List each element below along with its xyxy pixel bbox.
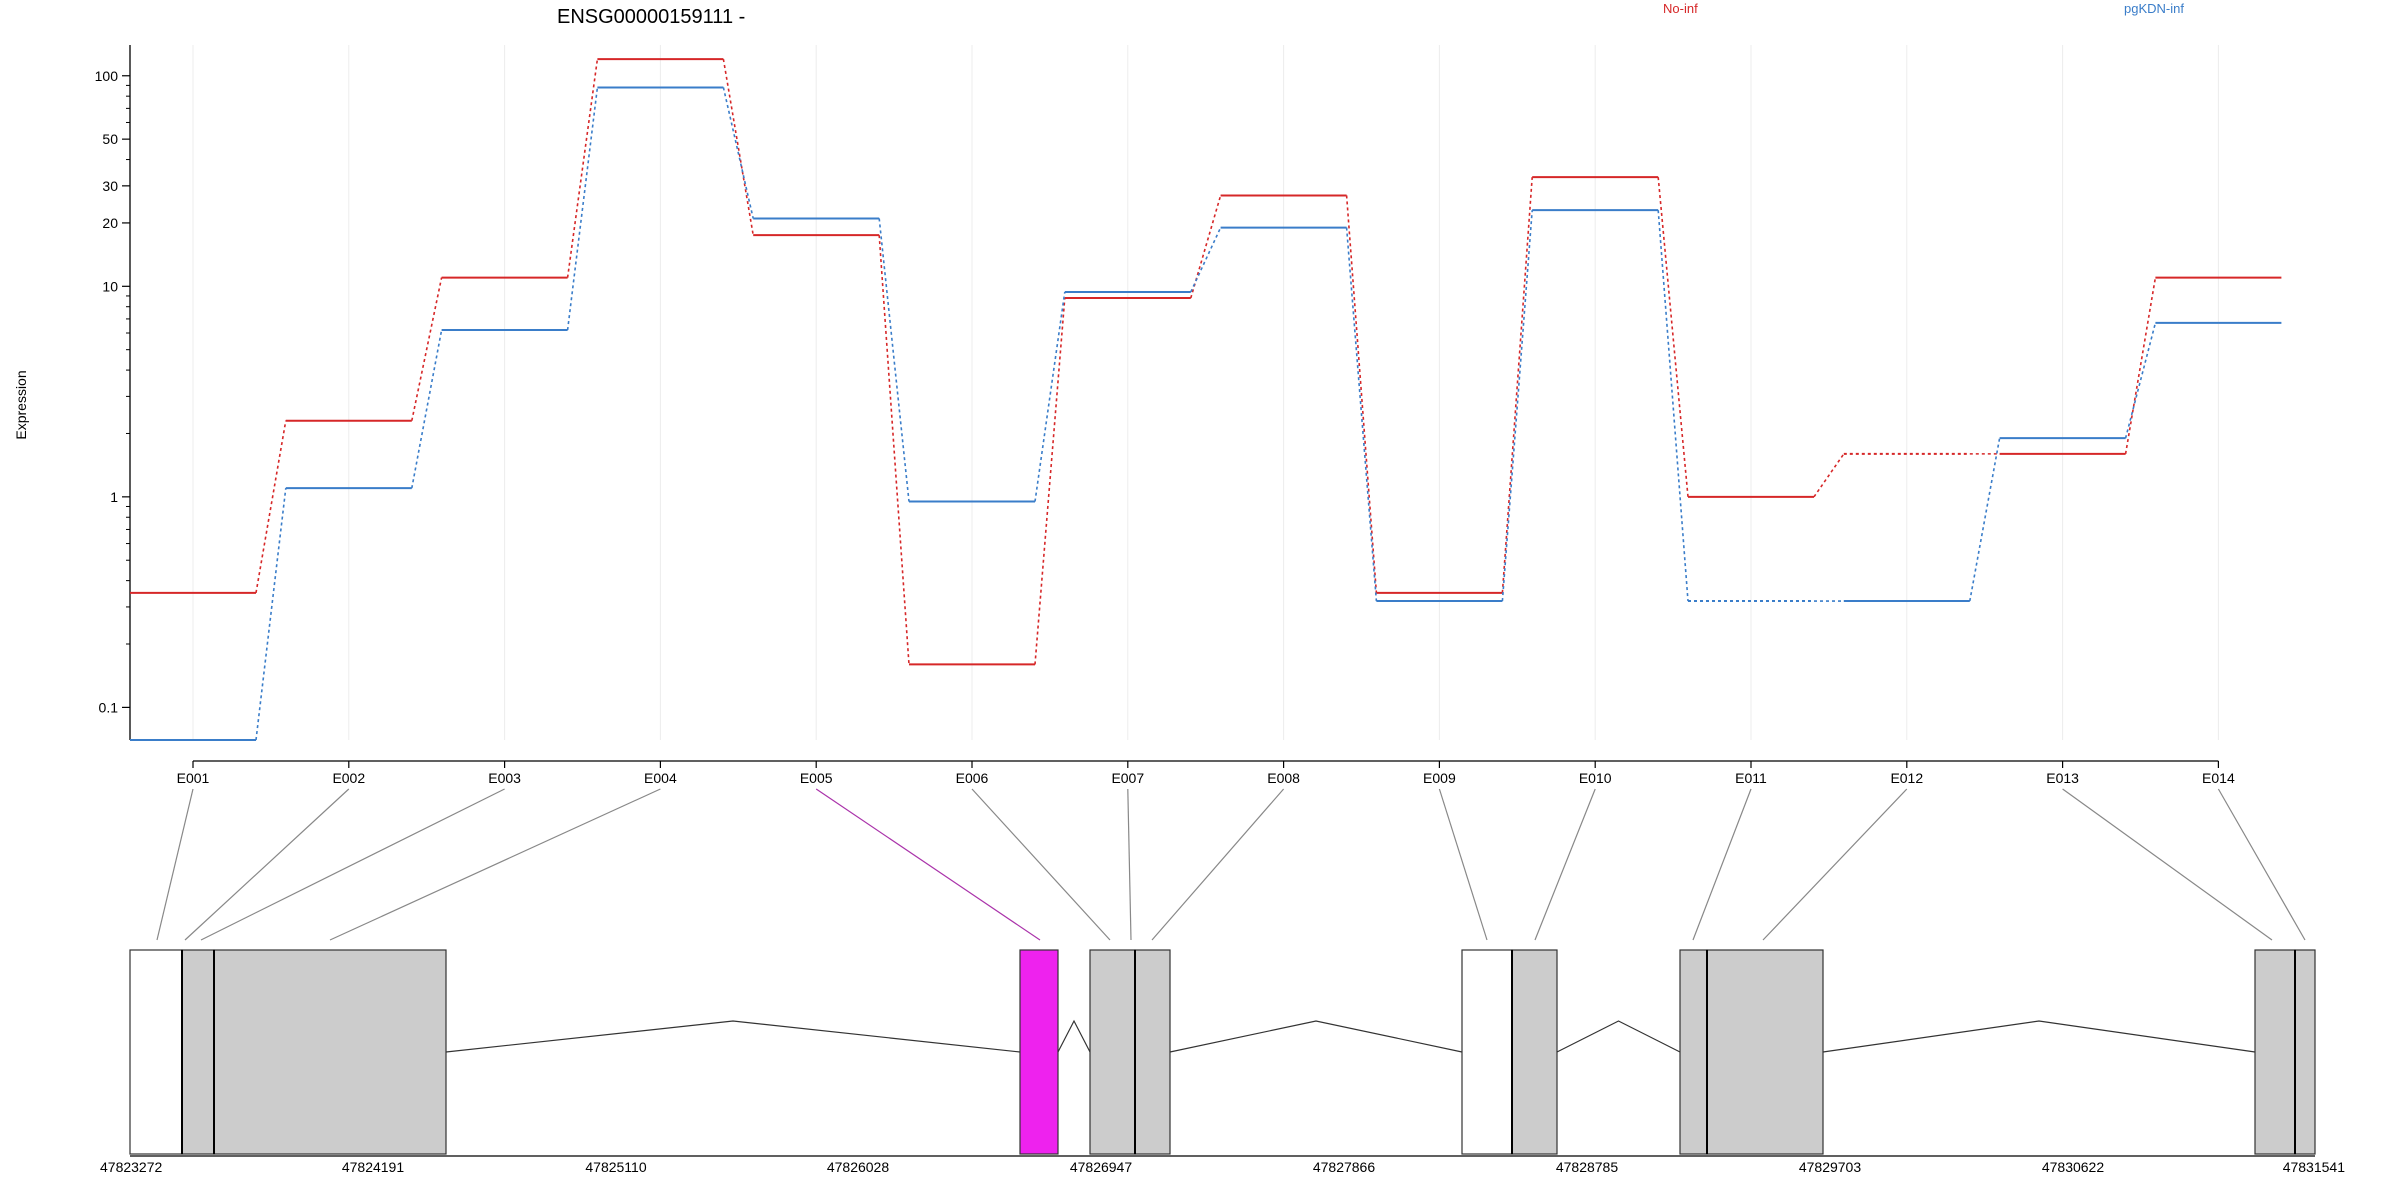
exon-connector-e003: [200, 788, 505, 941]
series-pgkdn-inf-connector-2: [566, 87, 599, 331]
y-tick-label: 30: [102, 178, 118, 194]
genome-coordinate-label: 47826028: [827, 1159, 890, 1175]
intron-line-2: [1169, 1020, 1463, 1053]
x-tick-label-e011: E011: [1735, 770, 1767, 786]
y-tick-label: 1: [110, 489, 118, 505]
grid-lines: [192, 45, 2219, 740]
chart-title: ENSG00000159111 -: [557, 6, 745, 28]
series-pgkdn-inf-connector-3: [722, 87, 754, 219]
series-no-inf-connector-4: [878, 235, 910, 665]
intron-line-4: [1822, 1020, 2256, 1053]
exon-connector-e008: [1151, 788, 1285, 941]
series-no-inf-connector-7: [1345, 195, 1378, 593]
gene-model: 47823272 47824191 47825110 47826028 47826947…: [100, 949, 2346, 1175]
exon-box-e002: [181, 949, 215, 1155]
series-no-inf-connector-1: [411, 277, 443, 421]
x-tick-label-e002: E002: [332, 770, 365, 786]
exon-connector-e013: [2062, 788, 2273, 941]
x-tick-label-e008: E008: [1267, 770, 1300, 786]
series-no-inf-connector-12: [2124, 277, 2157, 455]
exon-connector-e007: [1127, 788, 1132, 941]
exon-box-e013: [2254, 949, 2296, 1155]
exon-connectors: [156, 788, 2306, 941]
x-tick-label-e013: E013: [2046, 770, 2079, 786]
series-no-inf-connector-3: [722, 58, 754, 236]
series-no-inf-connector-10: [1813, 453, 1845, 498]
exon-connector-e009: [1438, 788, 1488, 941]
series-lines: [130, 58, 2282, 741]
x-tick-label-e005: E005: [800, 770, 833, 786]
x-tick-label-e004: E004: [644, 770, 677, 786]
axes: 0.1 1 10 20 30 50 100 E001 E002 E003 E004 E005 E006 E…: [95, 45, 2235, 786]
legend-item-no-inf: No-inf: [1663, 1, 1698, 16]
exon-connector-e005: [815, 788, 1041, 941]
exon-box-e001: [129, 949, 183, 1155]
genome-coordinate-label: 47829703: [1799, 1159, 1862, 1175]
y-tick-label: 10: [102, 278, 118, 294]
genome-coordinate-label: 47831541: [2283, 1159, 2346, 1175]
series-pgkdn-inf-connector-5: [1034, 291, 1066, 502]
exon-connector-e001: [156, 788, 194, 941]
y-axis-label: Expression: [13, 370, 29, 439]
series-pgkdn-inf-connector-0: [255, 488, 287, 741]
series-no-inf-connector-8: [1501, 177, 1533, 593]
exon-connector-e012: [1762, 788, 1908, 941]
x-tick-label-e010: E010: [1579, 770, 1612, 786]
exon-box-e006-e007: [1089, 949, 1136, 1155]
intron-line-0: [445, 1020, 1021, 1053]
exon-connector-e004: [329, 788, 661, 941]
y-tick-label: 20: [102, 215, 118, 231]
exon-connector-e014: [2217, 788, 2306, 941]
series-pgkdn-inf-connector-6: [1190, 227, 1222, 293]
y-tick-label: 0.1: [99, 699, 119, 715]
exon-box-e010: [1511, 949, 1558, 1155]
x-tick-label-e003: E003: [488, 770, 521, 786]
exon-box-e012: [1706, 949, 1824, 1155]
legend-item-pgkdn-inf: pgKDN-inf: [2124, 1, 2184, 16]
genome-coordinate-label: 47825110: [585, 1159, 646, 1175]
series-no-inf-connector-2: [566, 58, 599, 278]
exon-connector-e010: [1534, 788, 1596, 941]
series-pgkdn-inf-connector-1: [411, 329, 443, 489]
y-tick-label: 100: [95, 68, 119, 84]
intron-line-1: [1057, 1019, 1091, 1053]
exon-box-e011: [1679, 949, 1708, 1155]
genome-coordinate-label: 47824191: [342, 1159, 405, 1175]
x-tick-label-e012: E012: [1890, 770, 1923, 786]
series-no-inf-connector-6: [1190, 195, 1222, 299]
series-pgkdn-inf-connector-7: [1345, 227, 1378, 602]
genome-coordinate-label: 47830622: [2042, 1159, 2105, 1175]
genome-coordinate-label: 47823272: [100, 1159, 163, 1175]
y-tick-label: 50: [102, 131, 118, 147]
series-pgkdn-inf-connector-11: [1969, 438, 2001, 602]
series-pgkdn-inf-connector-9: [1657, 210, 1689, 602]
series-no-inf-connector-0: [255, 420, 287, 593]
series-no-inf-connector-9: [1657, 177, 1689, 497]
genome-coordinate-label: 47826947: [1070, 1159, 1133, 1175]
exon-connector-e011: [1692, 788, 1752, 941]
exon-box-e003-e004: [213, 949, 447, 1155]
exon-box-e005: [1019, 949, 1059, 1155]
exon-connector-e006: [971, 788, 1111, 941]
exon-connector-e002: [184, 788, 350, 941]
intron-line-3: [1556, 1020, 1681, 1053]
series-pgkdn-inf-connector-8: [1501, 210, 1533, 602]
genome-coordinate-label: 47828785: [1556, 1159, 1619, 1175]
series-no-inf-connector-5: [1034, 297, 1066, 665]
exon-box-e009: [1461, 949, 1513, 1155]
x-tick-label-e009: E009: [1423, 770, 1456, 786]
genome-coordinate-label: 47827866: [1313, 1159, 1376, 1175]
x-tick-label-e001: E001: [177, 770, 210, 786]
series-pgkdn-inf-connector-12: [2124, 322, 2157, 439]
x-tick-label-e006: E006: [956, 770, 989, 786]
x-tick-label-e007: E007: [1111, 770, 1144, 786]
exon-box-e008: [1134, 949, 1171, 1155]
exon-box-e014: [2294, 949, 2316, 1155]
x-tick-label-e014: E014: [2202, 770, 2235, 786]
